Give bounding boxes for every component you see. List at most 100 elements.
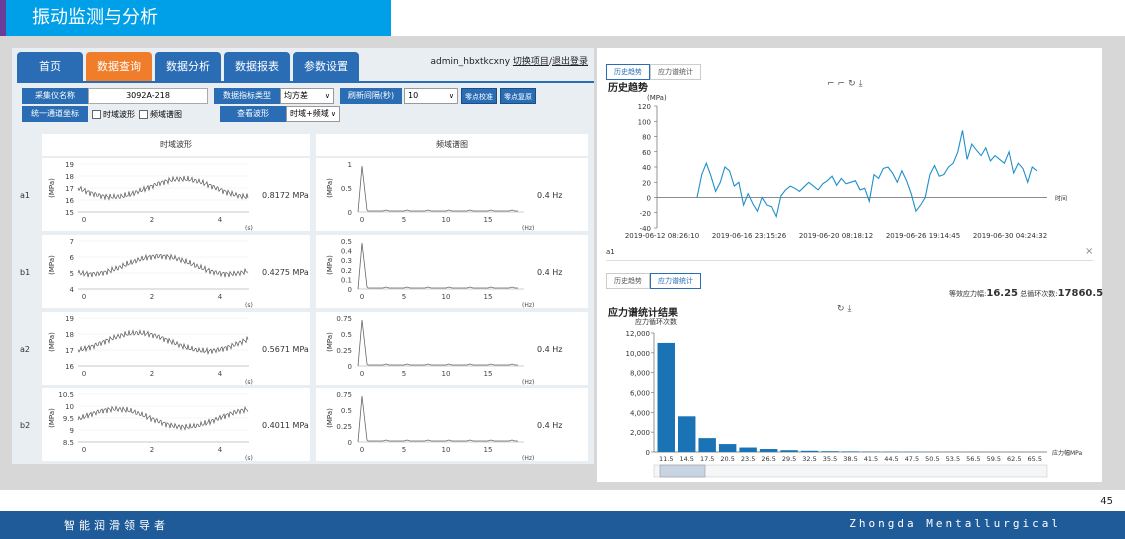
x-tick-label: 29.5: [782, 455, 796, 463]
tab-stress-spectrum[interactable]: 应力谱统计: [650, 64, 701, 80]
y-tick-label: 1: [348, 161, 352, 169]
x-tick-label: 20.5: [720, 455, 734, 463]
refresh-icon-2[interactable]: ↻: [837, 304, 848, 314]
zoom-slider-track: [653, 464, 1048, 478]
y-axis-label: 应力循环次数: [635, 317, 677, 326]
device-label: 采集仪名称: [22, 88, 88, 104]
x-tick-label: 65.5: [1028, 455, 1042, 463]
view-wave-label: 查看波形: [220, 106, 286, 122]
y-tick-label: 0: [348, 439, 352, 447]
footer-slogan: 智能润滑领导者: [64, 519, 169, 532]
download-icon[interactable]: ⤓: [858, 79, 866, 89]
close-icon[interactable]: ×: [1085, 246, 1094, 257]
channel-name: b1: [20, 268, 30, 277]
device-value: 3092A-218: [88, 88, 208, 104]
x-tick-label: 0: [82, 216, 86, 224]
x-tick-label: 2019-06-26 19:14:45: [886, 232, 960, 240]
logout-link[interactable]: 退出登录: [551, 57, 588, 67]
time-wave-checkbox[interactable]: [92, 109, 101, 119]
time-cell-bg: [42, 235, 310, 308]
y-tick-label: 0: [348, 209, 352, 217]
history-trend-chart: (MPa)120 100 80 60 40 20 0 -20 -40 时间 2019-06-12 0…: [625, 94, 1067, 240]
y-tick-label: 0: [647, 195, 651, 203]
y-tick-label: 100: [638, 118, 651, 126]
y-tick-label: 7: [70, 238, 74, 246]
y-unit-label: (MPa): [326, 255, 334, 275]
y-unit-label: (MPa): [326, 332, 334, 352]
y-tick-label: 12,000: [626, 330, 651, 338]
y-unit-label: (MPa): [647, 94, 667, 102]
y-tick-label: 0.1: [341, 276, 352, 284]
x-tick-label: 2: [150, 293, 154, 301]
control-row-2: 统一通道坐标 时域波形 频域谱图 查看波形 时域+频域: [22, 106, 340, 122]
tab-data-analysis[interactable]: 数据分析: [155, 52, 221, 82]
x-tick-label: 0: [82, 446, 86, 454]
zero-calibrate-button[interactable]: 零点校准: [461, 88, 497, 104]
nav-underline: [17, 81, 594, 83]
y-tick-label: 0: [348, 286, 352, 294]
metric-type-select[interactable]: 均方差: [280, 88, 334, 104]
y-tick-label: 19: [65, 161, 74, 169]
tab-history-trend-2[interactable]: 历史趋势: [606, 273, 650, 289]
x-tick-label: 53.5: [946, 455, 960, 463]
stress-bar: [800, 450, 819, 452]
channel-name: a1: [20, 191, 30, 200]
y-tick-label: 8.5: [63, 439, 74, 447]
x-tick-label: 2: [150, 370, 154, 378]
view-wave-select[interactable]: 时域+频域: [286, 106, 340, 122]
y-tick-label: 18: [65, 173, 74, 181]
freq-spec-header: 频域谱图: [316, 134, 588, 156]
refresh-icon[interactable]: ↻: [848, 79, 859, 89]
x-tick-label: 0: [360, 446, 364, 454]
stress-bar: [841, 451, 860, 452]
zoom-reset-icon[interactable]: ⌐: [837, 79, 849, 89]
x-tick-label: 11.5: [659, 455, 673, 463]
x-tick-label: 32.5: [802, 455, 816, 463]
freq-spec-checkbox[interactable]: [139, 109, 148, 119]
y-tick-label: 0.25: [336, 423, 352, 431]
peak-freq-value: 0.4 Hz: [537, 268, 562, 277]
tab-data-report[interactable]: 数据报表: [224, 52, 290, 82]
refresh-select[interactable]: 10: [404, 88, 458, 104]
y-unit-label: (MPa): [326, 408, 334, 428]
y-tick-label: 16: [65, 363, 74, 371]
refresh-value: 10: [408, 91, 419, 100]
tab-home[interactable]: 首页: [17, 52, 83, 82]
y-unit-label: (MPa): [48, 255, 56, 275]
x-unit-label: (Hz): [522, 302, 534, 309]
tab-settings[interactable]: 参数设置: [293, 52, 359, 82]
peak-freq-value: 0.4 Hz: [537, 345, 562, 354]
history-toolbar: ⌐⌐↻⤓: [827, 79, 866, 89]
freq-spec-label: 频域谱图: [150, 109, 182, 119]
tab-data-query[interactable]: 数据查询: [86, 52, 152, 82]
y-tick-label: 4,000: [630, 409, 650, 417]
x-tick-label: 5: [402, 370, 406, 378]
unify-coord-button[interactable]: 统一通道坐标: [22, 106, 88, 122]
page-number: 45: [1100, 496, 1113, 507]
y-tick-label: 0: [348, 363, 352, 371]
y-tick-label: 10.5: [58, 391, 74, 399]
x-tick-label: 2: [150, 216, 154, 224]
tab-history-trend[interactable]: 历史趋势: [606, 64, 650, 80]
stress-bar-chart: 应力循环次数 12,000 10,000 8,000 6,000 4,000 2,000 0 1…: [626, 317, 1083, 478]
y-tick-label: 17: [65, 185, 74, 193]
download-icon-2[interactable]: ⤓: [847, 304, 855, 314]
y-tick-label: -20: [640, 210, 651, 218]
x-tick-label: 23.5: [741, 455, 755, 463]
y-unit-label: (MPa): [48, 408, 56, 428]
x-tick-label: 26.5: [761, 455, 775, 463]
main-nav: 首页 数据查询 数据分析 数据报表 参数设置: [17, 52, 362, 82]
x-tick-label: 44.5: [884, 455, 898, 463]
peak-freq-value: 0.4 Hz: [537, 421, 562, 430]
freq-spectrum-line: [357, 165, 518, 213]
equiv-stress-label: 等效应力幅:: [949, 290, 987, 298]
x-tick-label: 4: [218, 446, 223, 454]
x-unit-label: (s): [245, 225, 253, 232]
y-unit-label: (MPa): [48, 178, 56, 198]
tab-stress-spectrum-2[interactable]: 应力谱统计: [650, 273, 701, 289]
switch-project-link[interactable]: 切换项目: [512, 57, 549, 67]
x-tick-label: 4: [218, 216, 223, 224]
zero-restore-button[interactable]: 零点复原: [500, 88, 536, 104]
zoom-icon[interactable]: ⌐: [827, 79, 838, 89]
x-tick-label: 15: [484, 370, 493, 378]
